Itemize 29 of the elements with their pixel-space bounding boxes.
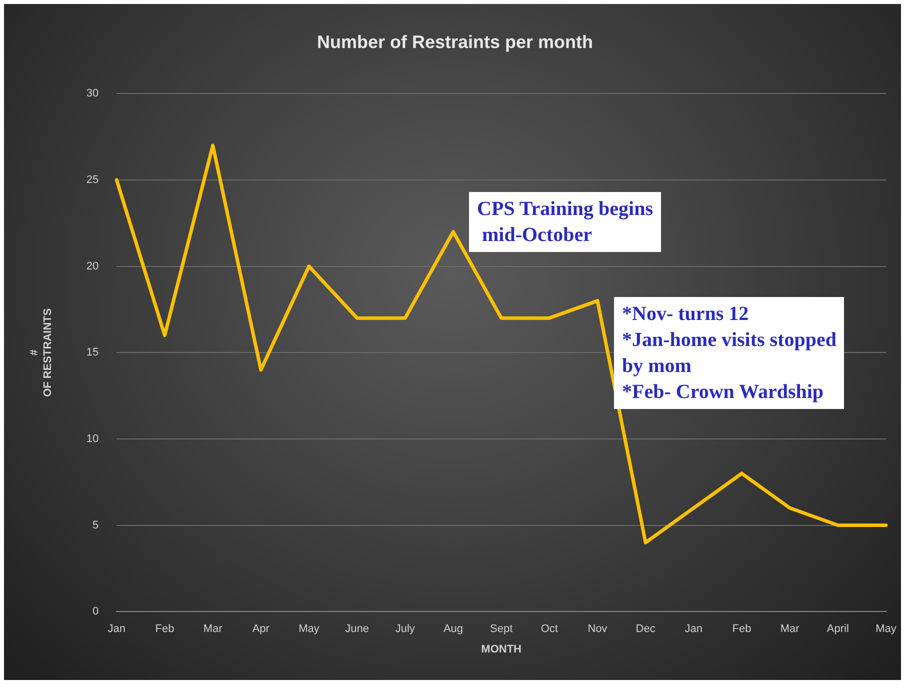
x-tick-label: Jan xyxy=(684,623,703,636)
x-tick-label: Aug xyxy=(443,623,464,636)
x-tick-label: Jan xyxy=(108,623,126,636)
y-tick-label: 0 xyxy=(92,606,99,618)
x-tick-label: Sept xyxy=(490,623,513,636)
annotation: *Nov- turns 12 *Jan-home visits stopped by mom *Feb- Crown Wardship xyxy=(614,297,844,409)
y-tick-label: 10 xyxy=(86,432,99,445)
x-tick-label: May xyxy=(876,623,897,636)
x-tick-label: Oct xyxy=(540,623,558,636)
x-tick-label: Feb xyxy=(732,623,752,636)
y-tick-label: 20 xyxy=(86,260,99,272)
x-tick-label: Apr xyxy=(252,623,270,636)
y-tick-label: 15 xyxy=(86,346,99,359)
x-tick-label: Feb xyxy=(155,623,174,636)
y-tick-label: 5 xyxy=(92,519,99,532)
x-tick-label: May xyxy=(298,623,320,636)
y-tick-label: 30 xyxy=(86,88,99,100)
x-tick-label: Mar xyxy=(203,623,223,636)
x-tick-label: July xyxy=(395,623,416,636)
x-axis-title: MONTH xyxy=(481,643,522,656)
chart-title: Number of Restraints per month xyxy=(316,32,594,52)
x-tick-label: Dec xyxy=(636,623,656,636)
x-tick-label: Mar xyxy=(780,623,800,636)
y-axis-title: # OF RESTRAINTS xyxy=(28,308,54,397)
y-tick-label: 25 xyxy=(86,174,99,186)
x-tick-label: June xyxy=(345,623,369,636)
x-tick-label: Nov xyxy=(588,623,608,636)
annotation: CPS Training begins mid-October xyxy=(469,192,661,252)
x-tick-label: April xyxy=(826,623,849,636)
